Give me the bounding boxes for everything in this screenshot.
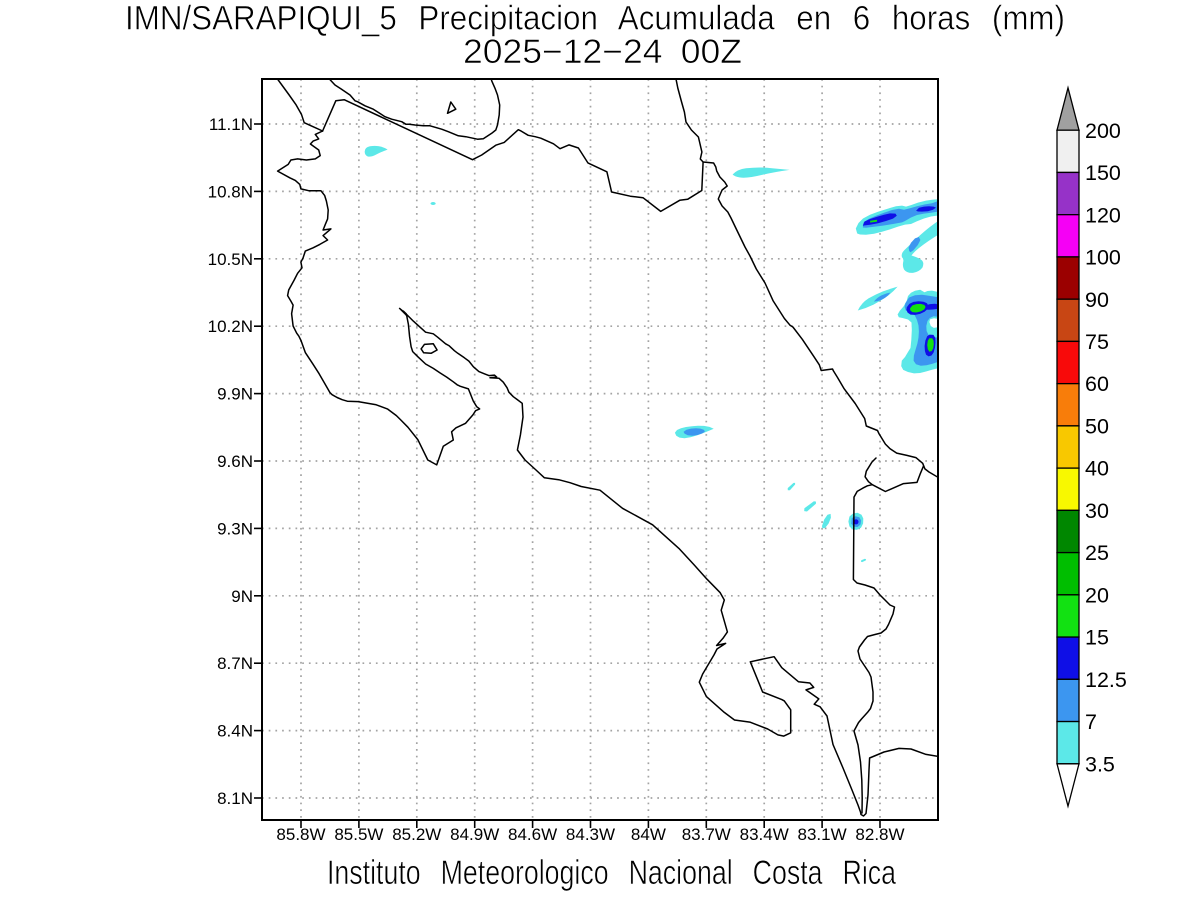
- svg-text:40: 40: [1085, 457, 1109, 481]
- svg-text:84.3W: 84.3W: [566, 825, 615, 844]
- svg-text:85.2W: 85.2W: [392, 825, 441, 844]
- svg-text:84.6W: 84.6W: [508, 825, 557, 844]
- svg-text:IMN/SARAPIQUI_5 Precipitacion: IMN/SARAPIQUI_5 Precipitacion Acumulada …: [125, 0, 1065, 38]
- svg-text:25: 25: [1085, 541, 1109, 565]
- svg-text:120: 120: [1085, 203, 1121, 227]
- svg-text:90: 90: [1085, 288, 1109, 312]
- svg-text:75: 75: [1085, 330, 1109, 354]
- svg-text:50: 50: [1085, 415, 1109, 439]
- svg-text:85.8W: 85.8W: [276, 825, 325, 844]
- svg-text:30: 30: [1085, 499, 1109, 523]
- svg-text:2025−12−24 00Z: 2025−12−24 00Z: [463, 33, 742, 71]
- svg-text:7: 7: [1085, 710, 1097, 734]
- svg-text:200: 200: [1085, 119, 1121, 143]
- svg-text:83.1W: 83.1W: [798, 825, 847, 844]
- svg-text:11.1N: 11.1N: [209, 115, 253, 134]
- svg-text:85.5W: 85.5W: [334, 825, 383, 844]
- svg-text:150: 150: [1085, 161, 1121, 185]
- svg-text:100: 100: [1085, 246, 1121, 270]
- svg-text:3.5: 3.5: [1085, 752, 1115, 776]
- svg-text:8.4N: 8.4N: [217, 722, 253, 741]
- svg-text:84.9W: 84.9W: [450, 825, 499, 844]
- svg-text:10.5N: 10.5N: [208, 250, 253, 269]
- svg-text:Instituto Meteorologico Nacion: Instituto Meteorologico Nacional Costa R…: [327, 854, 896, 892]
- svg-text:84W: 84W: [631, 825, 666, 844]
- svg-text:60: 60: [1085, 372, 1109, 396]
- svg-text:9.9N: 9.9N: [217, 385, 253, 404]
- svg-text:8.1N: 8.1N: [217, 789, 253, 808]
- svg-text:15: 15: [1085, 626, 1109, 650]
- svg-text:20: 20: [1085, 583, 1109, 607]
- svg-text:10.8N: 10.8N: [208, 182, 253, 201]
- svg-text:83.4W: 83.4W: [740, 825, 789, 844]
- svg-text:9N: 9N: [231, 587, 253, 606]
- svg-text:9.3N: 9.3N: [217, 519, 253, 538]
- svg-text:83.7W: 83.7W: [682, 825, 731, 844]
- svg-text:12.5: 12.5: [1085, 668, 1127, 692]
- svg-text:82.8W: 82.8W: [855, 825, 904, 844]
- svg-text:8.7N: 8.7N: [217, 654, 253, 673]
- svg-text:10.2N: 10.2N: [208, 317, 253, 336]
- svg-text:9.6N: 9.6N: [217, 452, 253, 471]
